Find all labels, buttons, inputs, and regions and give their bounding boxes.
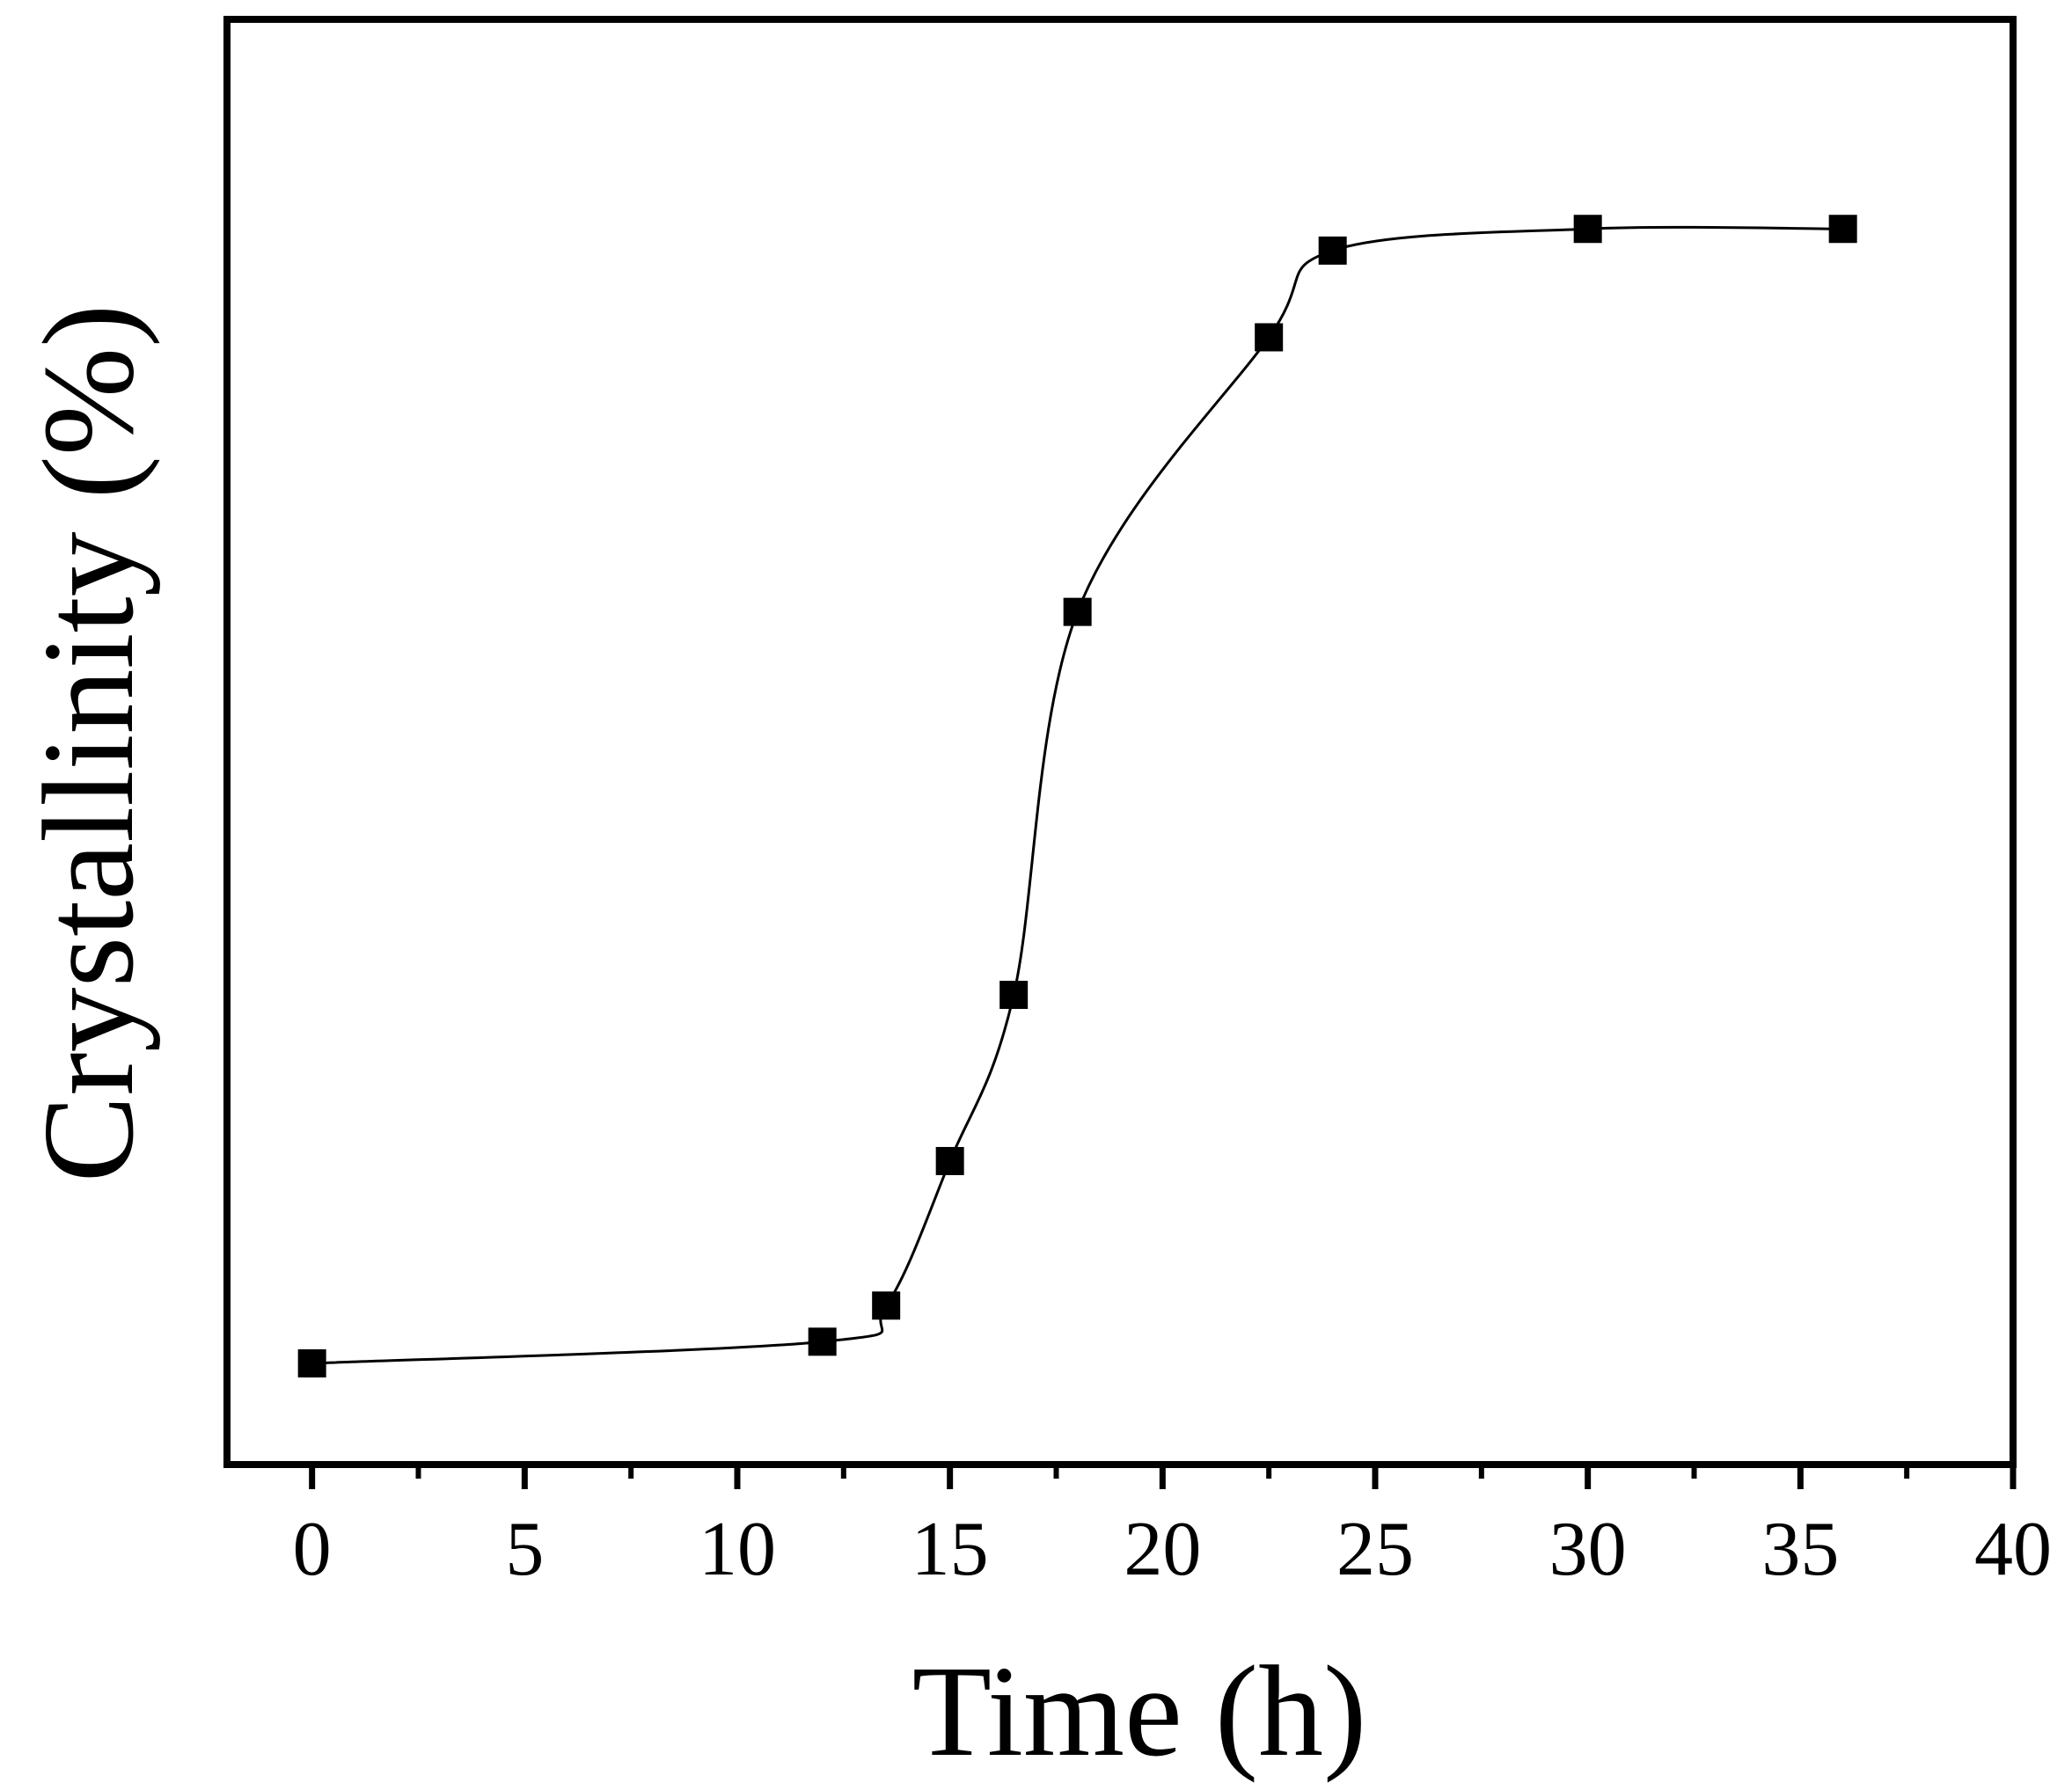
data-markers <box>297 215 1857 1377</box>
data-point-1 <box>808 1327 837 1356</box>
fit-curve <box>311 225 1843 1365</box>
x-axis-ticks <box>309 1465 2017 1489</box>
data-point-3 <box>935 1146 964 1175</box>
x-tick-label-5: 5 <box>505 1507 544 1592</box>
x-tick-label-30: 30 <box>1549 1507 1627 1592</box>
x-tick-label-15: 15 <box>912 1507 989 1592</box>
x-tick-label-0: 0 <box>293 1507 332 1592</box>
y-axis-title: Crystallinity (%) <box>17 304 161 1183</box>
data-point-7 <box>1318 236 1347 265</box>
x-tick-label-10: 10 <box>699 1507 776 1592</box>
x-tick-label-25: 25 <box>1336 1507 1414 1592</box>
x-tick-label-40: 40 <box>1974 1507 2052 1592</box>
x-axis-title: Time (h) <box>912 1640 1367 1784</box>
data-point-5 <box>1063 597 1092 626</box>
data-point-0 <box>297 1348 326 1377</box>
data-point-9 <box>1828 215 1857 244</box>
data-point-8 <box>1573 215 1602 244</box>
x-tick-label-20: 20 <box>1124 1507 1201 1592</box>
plot-frame <box>223 16 2017 1468</box>
x-axis-tick-labels: 0 5 10 15 20 25 30 35 40 <box>293 1507 2052 1592</box>
x-tick-label-35: 35 <box>1761 1507 1839 1592</box>
data-point-6 <box>1255 323 1284 352</box>
data-point-2 <box>872 1291 901 1320</box>
data-point-4 <box>999 981 1029 1010</box>
